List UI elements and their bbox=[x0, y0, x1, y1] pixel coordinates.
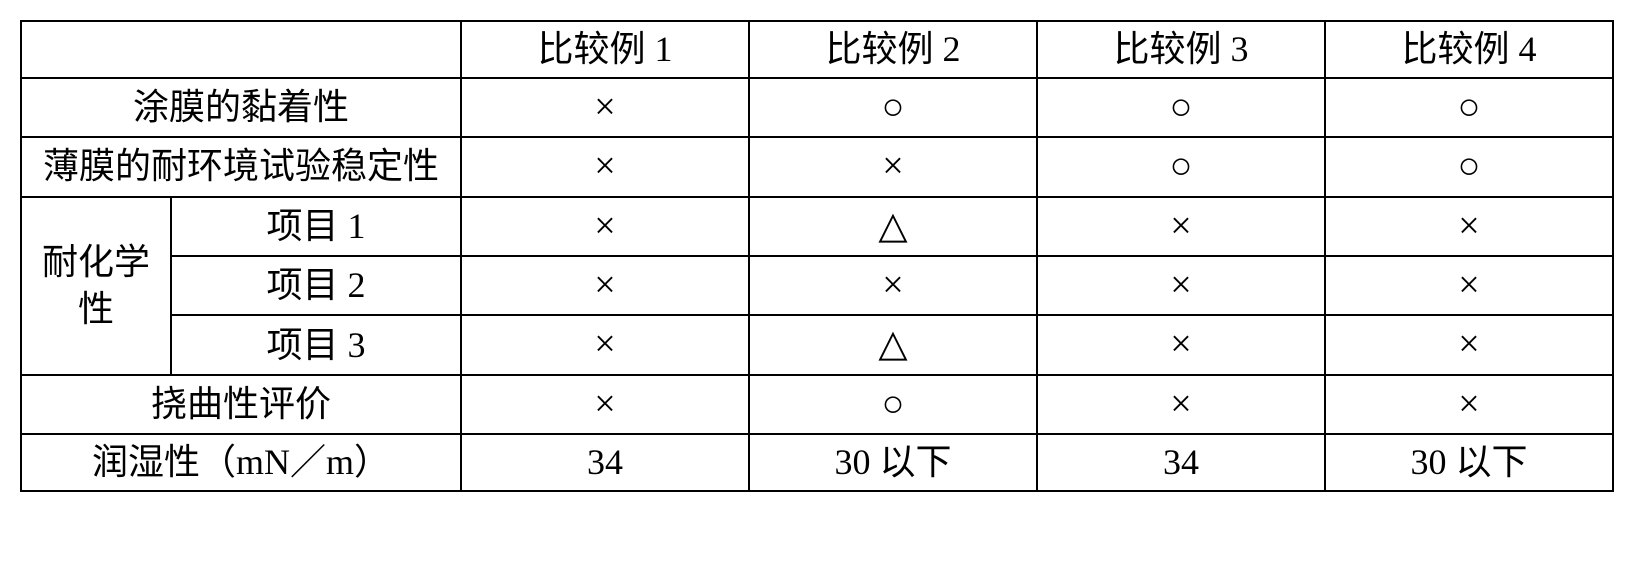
cell-value: × bbox=[749, 137, 1037, 196]
row-label-chem-group: 耐化学性 bbox=[21, 197, 171, 375]
cell-value: 30 以下 bbox=[1325, 434, 1613, 491]
table-row: 薄膜的耐环境试验稳定性 × × ○ ○ bbox=[21, 137, 1613, 196]
table-header-row: 比较例 1 比较例 2 比较例 3 比较例 4 bbox=[21, 21, 1613, 78]
row-label-chem1: 项目 1 bbox=[171, 197, 461, 256]
comparison-table: 比较例 1 比较例 2 比较例 3 比较例 4 涂膜的黏着性 × ○ ○ ○ 薄… bbox=[20, 20, 1614, 492]
cell-value: △ bbox=[749, 315, 1037, 374]
cell-value: ○ bbox=[749, 78, 1037, 137]
cell-value: × bbox=[1325, 375, 1613, 434]
header-blank bbox=[21, 21, 461, 78]
table-row: 润湿性（mN／m） 34 30 以下 34 30 以下 bbox=[21, 434, 1613, 491]
cell-value: × bbox=[1037, 197, 1325, 256]
table-row: 涂膜的黏着性 × ○ ○ ○ bbox=[21, 78, 1613, 137]
cell-value: × bbox=[461, 137, 749, 196]
cell-value: 34 bbox=[461, 434, 749, 491]
cell-value: ○ bbox=[1325, 78, 1613, 137]
cell-value: × bbox=[1325, 256, 1613, 315]
cell-value: × bbox=[749, 256, 1037, 315]
cell-value: ○ bbox=[1037, 137, 1325, 196]
cell-value: × bbox=[1037, 315, 1325, 374]
cell-value: 30 以下 bbox=[749, 434, 1037, 491]
table-row: 项目 2 × × × × bbox=[21, 256, 1613, 315]
cell-value: × bbox=[1325, 197, 1613, 256]
row-label-env-stability: 薄膜的耐环境试验稳定性 bbox=[21, 137, 461, 196]
cell-value: × bbox=[461, 315, 749, 374]
row-label-adhesion: 涂膜的黏着性 bbox=[21, 78, 461, 137]
row-label-wet: 润湿性（mN／m） bbox=[21, 434, 461, 491]
cell-value: × bbox=[461, 256, 749, 315]
table-row: 项目 3 × △ × × bbox=[21, 315, 1613, 374]
cell-value: ○ bbox=[1325, 137, 1613, 196]
table-row: 挠曲性评价 × ○ × × bbox=[21, 375, 1613, 434]
header-col1: 比较例 1 bbox=[461, 21, 749, 78]
cell-value: ○ bbox=[749, 375, 1037, 434]
cell-value: × bbox=[1037, 256, 1325, 315]
cell-value: 34 bbox=[1037, 434, 1325, 491]
cell-value: × bbox=[461, 197, 749, 256]
cell-value: × bbox=[1325, 315, 1613, 374]
header-col3: 比较例 3 bbox=[1037, 21, 1325, 78]
table-row: 耐化学性 项目 1 × △ × × bbox=[21, 197, 1613, 256]
header-col4: 比较例 4 bbox=[1325, 21, 1613, 78]
cell-value: △ bbox=[749, 197, 1037, 256]
header-col2: 比较例 2 bbox=[749, 21, 1037, 78]
row-label-chem2: 项目 2 bbox=[171, 256, 461, 315]
row-label-flex: 挠曲性评价 bbox=[21, 375, 461, 434]
row-label-chem3: 项目 3 bbox=[171, 315, 461, 374]
cell-value: ○ bbox=[1037, 78, 1325, 137]
cell-value: × bbox=[461, 78, 749, 137]
cell-value: × bbox=[1037, 375, 1325, 434]
cell-value: × bbox=[461, 375, 749, 434]
